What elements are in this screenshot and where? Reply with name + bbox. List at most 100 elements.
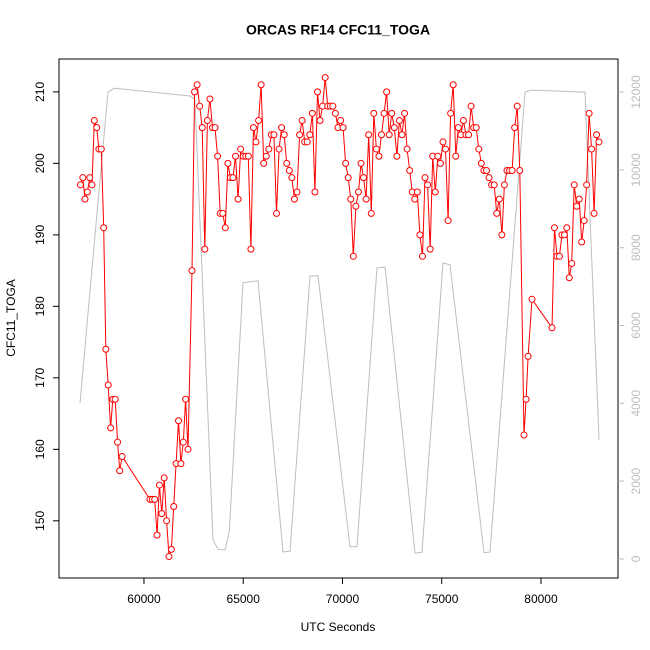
- data-point: [475, 145, 483, 153]
- data-point: [401, 109, 409, 117]
- data-point: [344, 174, 352, 182]
- data-point: [513, 102, 521, 110]
- data-point: [244, 152, 252, 160]
- data-point: [459, 116, 467, 124]
- y2-tick-label: 2000: [629, 467, 643, 494]
- data-point: [275, 145, 283, 153]
- data-point: [424, 181, 432, 189]
- data-point: [362, 195, 370, 203]
- data-point: [550, 224, 558, 232]
- data-point: [418, 252, 426, 260]
- data-point: [285, 167, 293, 175]
- data-point: [590, 209, 598, 217]
- data-point: [90, 116, 98, 124]
- data-point: [342, 159, 350, 167]
- data-point: [237, 145, 245, 153]
- data-point: [257, 81, 265, 89]
- data-point: [229, 174, 237, 182]
- data-point: [434, 152, 442, 160]
- data-point: [321, 74, 329, 82]
- data-point: [560, 231, 568, 239]
- data-point: [578, 238, 586, 246]
- data-point: [528, 295, 536, 303]
- data-point: [182, 395, 190, 403]
- data-point: [444, 217, 452, 225]
- data-point: [383, 88, 391, 96]
- data-point: [83, 188, 91, 196]
- data-point: [288, 174, 296, 182]
- data-point: [265, 145, 273, 153]
- data-point: [485, 174, 493, 182]
- y2-tick-label: 12000: [629, 75, 643, 109]
- y-tick-label: 160: [33, 439, 47, 459]
- data-point: [349, 252, 357, 260]
- data-point: [198, 124, 206, 132]
- data-point: [511, 124, 519, 132]
- data-point: [160, 474, 168, 482]
- data-point: [347, 195, 355, 203]
- y2-tick-label: 8000: [629, 234, 643, 261]
- data-point: [311, 188, 319, 196]
- data-point: [232, 152, 240, 160]
- data-point: [163, 517, 171, 525]
- plot-frame: [58, 58, 619, 579]
- data-point: [498, 231, 506, 239]
- y-tick-label: 190: [33, 225, 47, 245]
- data-point: [524, 352, 532, 360]
- data-point: [367, 209, 375, 217]
- data-point: [116, 467, 124, 475]
- x-tick-label: 80000: [524, 592, 558, 606]
- x-tick-label: 65000: [227, 592, 261, 606]
- data-point: [477, 159, 485, 167]
- data-point: [377, 131, 385, 139]
- data-point: [155, 481, 163, 489]
- data-point: [431, 188, 439, 196]
- y2-tick-label: 0: [629, 555, 643, 562]
- data-point: [331, 109, 339, 117]
- data-point: [413, 188, 421, 196]
- data-point: [102, 345, 110, 353]
- data-point: [495, 195, 503, 203]
- data-point: [97, 145, 105, 153]
- data-point: [467, 102, 475, 110]
- y-tick-label: 170: [33, 368, 47, 388]
- data-point: [308, 109, 316, 117]
- data-point: [329, 102, 337, 110]
- data-point: [411, 195, 419, 203]
- data-point: [219, 209, 227, 217]
- data-point: [472, 124, 480, 132]
- data-point: [421, 174, 429, 182]
- data-point: [595, 138, 603, 146]
- data-point: [79, 174, 87, 182]
- x-tick-label: 70000: [326, 592, 360, 606]
- data-point: [206, 95, 214, 103]
- data-point: [114, 438, 122, 446]
- y-axis-label: CFC11_TOGA: [4, 279, 18, 357]
- data-point: [203, 116, 211, 124]
- data-point: [234, 195, 242, 203]
- data-point: [175, 417, 183, 425]
- data-point: [500, 181, 508, 189]
- data-point: [403, 145, 411, 153]
- y2-tick-label: 4000: [629, 390, 643, 417]
- x-axis-label: UTC Seconds: [301, 620, 376, 634]
- data-point: [375, 152, 383, 160]
- data-point: [249, 124, 257, 132]
- data-point: [337, 116, 345, 124]
- data-point: [588, 145, 596, 153]
- x-tick-label: 60000: [127, 592, 161, 606]
- data-point: [585, 109, 593, 117]
- data-point: [555, 252, 563, 260]
- data-point: [482, 167, 490, 175]
- data-point: [93, 124, 101, 132]
- data-point: [201, 245, 209, 253]
- data-point: [439, 138, 447, 146]
- data-point: [184, 445, 192, 453]
- data-point: [283, 159, 291, 167]
- data-point: [165, 553, 173, 561]
- data-point: [214, 152, 222, 160]
- data-point: [575, 195, 583, 203]
- y2-line: [79, 87, 600, 554]
- data-point: [563, 224, 571, 232]
- data-point: [196, 102, 204, 110]
